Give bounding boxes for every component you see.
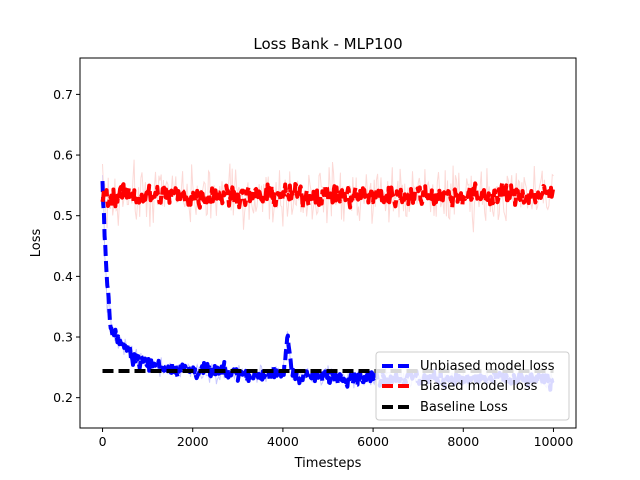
x-tick-label: 8000 [447, 434, 479, 449]
y-tick-label: 0.5 [53, 208, 73, 223]
legend-label-biased: Biased model loss [420, 379, 538, 394]
y-tick-label: 0.7 [53, 87, 73, 102]
legend-box [375, 351, 570, 421]
legend-label-unbiased: Unbiased model loss [420, 359, 555, 374]
y-tick-label: 0.6 [53, 148, 73, 163]
x-tick-label: 0 [99, 434, 107, 449]
y-tick-label: 0.3 [53, 330, 73, 345]
legend-label-baseline: Baseline Loss [420, 400, 508, 415]
x-tick-label: 10000 [534, 434, 574, 449]
plot-frame [79, 57, 577, 429]
y-tick-label: 0.4 [53, 269, 73, 284]
x-tick-label: 6000 [357, 434, 389, 449]
legend: Unbiased model loss Biased model loss Ba… [375, 351, 570, 421]
x-axis-ticks: 0 2000 4000 6000 8000 10000 [99, 428, 574, 449]
x-tick-label: 2000 [177, 434, 209, 449]
x-tick-label: 4000 [267, 434, 299, 449]
y-axis-label: Loss [29, 229, 44, 258]
y-tick-label: 0.2 [53, 390, 73, 405]
y-axis-ticks: 0.2 0.3 0.4 0.5 0.6 0.7 [53, 87, 80, 405]
biased-model-loss-line [100, 180, 555, 211]
chart-title: Loss Bank - MLP100 [253, 35, 402, 53]
x-axis-label: Timesteps [294, 456, 362, 471]
